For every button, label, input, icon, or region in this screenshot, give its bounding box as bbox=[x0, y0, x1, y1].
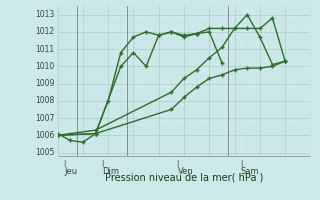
Text: 1008: 1008 bbox=[36, 96, 55, 105]
Text: 1006: 1006 bbox=[36, 131, 55, 140]
Text: Dim: Dim bbox=[102, 167, 119, 176]
Text: |: | bbox=[101, 160, 103, 167]
Text: 1010: 1010 bbox=[36, 62, 55, 71]
Text: Jeu: Jeu bbox=[64, 167, 77, 176]
Text: 1005: 1005 bbox=[36, 148, 55, 157]
Text: |: | bbox=[177, 160, 179, 167]
Text: 1012: 1012 bbox=[36, 27, 55, 36]
Text: Ven: Ven bbox=[178, 167, 193, 176]
Text: 1007: 1007 bbox=[36, 114, 55, 123]
Text: Sam: Sam bbox=[241, 167, 260, 176]
Text: 1013: 1013 bbox=[36, 10, 55, 19]
Text: |: | bbox=[63, 160, 65, 167]
X-axis label: Pression niveau de la mer( hPa ): Pression niveau de la mer( hPa ) bbox=[105, 173, 263, 183]
Text: 1009: 1009 bbox=[36, 79, 55, 88]
Text: |: | bbox=[240, 160, 242, 167]
Text: 1011: 1011 bbox=[36, 45, 55, 54]
